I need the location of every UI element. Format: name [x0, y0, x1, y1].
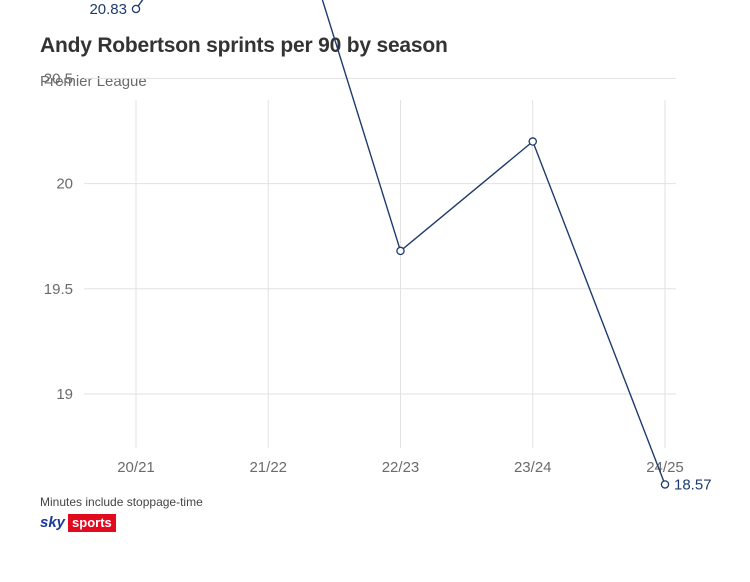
data-point — [528, 137, 538, 146]
x-tick-label: 24/25 — [646, 459, 684, 476]
point-layer — [131, 4, 670, 489]
chart-subtitle: Premier League — [40, 73, 147, 90]
x-tick-label: 21/22 — [249, 459, 287, 476]
x-tick-label: 22/23 — [382, 459, 420, 476]
data-point — [396, 246, 405, 256]
logo-sports-text: sports — [68, 514, 116, 532]
data-point — [660, 480, 670, 489]
footnote: Minutes include stoppage-time — [40, 495, 203, 509]
x-tick-label: 20/21 — [117, 459, 155, 476]
y-tick-label: 20 — [56, 176, 73, 193]
x-axis: 20/21 21/22 22/23 23/24 24/25 — [117, 459, 684, 476]
data-label-layer: 20.83 18.57 — [89, 1, 711, 494]
sky-sports-logo: sky sports — [40, 514, 116, 532]
data-label: 20.83 — [89, 1, 127, 18]
logo-sky-text: sky — [40, 514, 66, 531]
chart-title: Andy Robertson sprints per 90 by season — [40, 34, 448, 57]
grid-layer — [84, 77, 676, 448]
data-point — [131, 4, 141, 14]
x-tick-label: 23/24 — [514, 459, 552, 476]
data-label: 18.57 — [674, 476, 712, 493]
y-tick-label: 20.5 — [44, 70, 73, 87]
y-tick-label: 19.5 — [44, 281, 73, 298]
y-tick-label: 19 — [56, 386, 73, 403]
